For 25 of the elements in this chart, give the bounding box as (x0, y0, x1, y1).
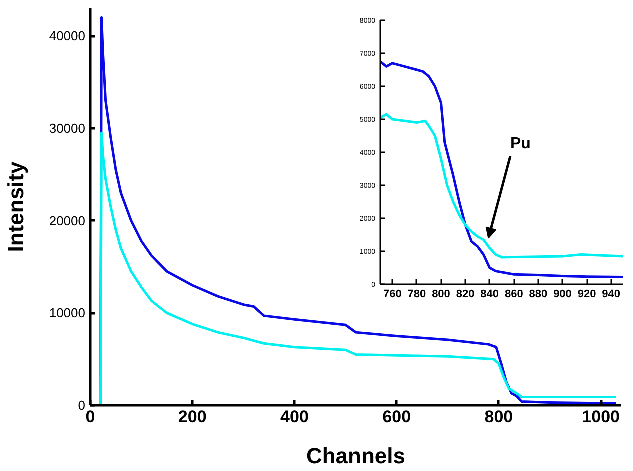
x-axis-title: Channels (306, 444, 406, 468)
x-tick-label: 780 (408, 288, 426, 300)
x-tick-label: 860 (504, 288, 524, 300)
line-series (380, 60, 624, 278)
x-tick-label: 840 (480, 288, 500, 300)
x-tick-label: 800 (484, 408, 514, 426)
y-tick-label: 10000 (49, 306, 86, 321)
x-tick-label: 200 (178, 408, 207, 426)
x-tick-label: 940 (602, 288, 621, 300)
x-tick-label: 880 (529, 288, 548, 300)
x-tick-label: 760 (383, 288, 402, 300)
annotation: Pu (510, 135, 531, 152)
line-series (380, 113, 624, 259)
x-tick-label: 820 (456, 288, 475, 300)
x-tick-label: 600 (382, 408, 412, 426)
y-tick-label: 0 (78, 398, 86, 413)
x-tick-label: 900 (554, 288, 572, 300)
y-tick-label: 20000 (49, 213, 86, 228)
y-tick-label: 40000 (49, 28, 86, 44)
x-tick-label: 800 (432, 288, 450, 300)
y-axis-title: Intensity (3, 161, 28, 252)
x-tick-label: 920 (578, 288, 596, 300)
y-tick-label: 30000 (49, 121, 86, 136)
x-tick-label: 400 (280, 408, 309, 426)
x-tick-label: 1000 (582, 408, 620, 426)
